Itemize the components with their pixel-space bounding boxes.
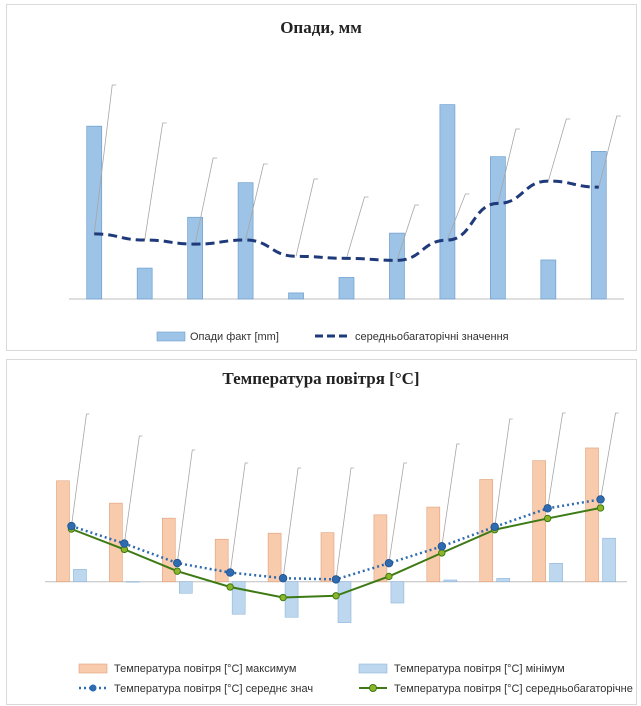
mean-temp-marker [120,539,129,548]
callout-leader [194,157,218,245]
climate-normal-marker [173,567,181,575]
callout-leader [346,196,369,259]
temperature-chart: Температура повітря [°С] Температура пов… [6,359,637,705]
legend-marker-climate [369,684,377,692]
mean-temp-marker [490,522,499,532]
climate-normal-marker [332,592,340,600]
mean-temp-marker [596,495,605,504]
legend-label-min: Температура повітря [°С] мінімум [394,663,565,675]
climate-normal-marker [385,572,393,581]
min-temp-bar [549,563,563,583]
legend-swatch-min [358,663,388,674]
callout-leader [176,449,196,564]
legend-label-mean: Температура повітря [°С] середнє знач [114,683,313,695]
precipitation-bar [439,104,456,300]
max-temp-bar [373,514,388,583]
climate-normal-marker [279,593,287,602]
mean-temp-marker [278,573,288,583]
legend-label-climate: Температура повітря [°С] середньобагатор… [394,683,633,695]
mean-temp-marker [543,504,552,513]
max-temp-bar [161,517,176,583]
max-temp-bar [56,480,70,583]
min-temp-bar [337,581,352,623]
legend-label-max: Температура повітря [°С] максимум [114,663,296,675]
climate-normal-marker [226,583,234,591]
max-temp-bar [320,532,335,583]
legend-label-bars: Опади факт [mm] [190,331,279,343]
callout-leader [93,84,117,234]
callout-leader [123,435,143,544]
precipitation-bar [288,292,304,300]
callout-leader [494,418,513,527]
callout-leader [497,128,520,204]
callout-leader [547,118,571,182]
callout-leader [388,462,407,564]
mean-temp-marker [173,558,182,568]
callout-leader [547,412,566,509]
legend-swatch-bars [156,331,186,342]
average-line [94,179,599,262]
chart-title: Опади, мм [280,18,362,37]
callout-leader [229,462,249,573]
temperature-chart-svg: Температура повітря [°С] Температура пов… [45,369,633,695]
mean-temp-marker [331,575,341,584]
min-temp-bar [284,581,299,618]
chart-title: Температура повітря [°С] [222,369,419,388]
climate-normal-marker [543,514,552,523]
precipitation-bar [490,156,506,300]
callout-leader [447,193,470,241]
climate-normal-line [71,506,601,599]
callout-leader [71,413,90,527]
mean-temp-marker [67,521,76,531]
mean-temp-marker [384,558,394,568]
precipitation-chart-svg: Опади, мм Опади факт [mm] середньобагато… [69,18,624,343]
min-temp-bar [73,569,87,583]
mean-temp-line [71,498,601,581]
precipitation-bar [86,125,103,300]
max-temp-bar [214,538,229,583]
callout-leader [441,443,460,547]
callout-leader [295,178,319,257]
callout-leader [600,412,619,500]
callout-leader [245,163,268,241]
legend-label-line: середньобагаторічні значення [355,331,509,343]
max-temp-bar [585,447,599,583]
precipitation-bar [187,216,203,300]
legend-marker-mean [89,684,97,692]
mean-temp-marker [225,568,235,577]
mean-temp-marker [437,542,447,551]
precipitation-chart: Опади, мм Опади факт [mm] середньобагато… [6,4,637,351]
max-temp-bar [267,532,282,583]
precipitation-bar [136,267,153,300]
min-temp-bar [496,578,511,583]
precipitation-bar [540,259,557,300]
min-temp-bar [602,537,616,583]
callout-leader [396,204,419,261]
precipitation-bar [338,277,355,300]
callout-leader [335,467,354,580]
climate-normal-marker [596,504,605,512]
max-temp-bar [426,506,441,583]
min-temp-bar [178,581,193,594]
callout-leader [598,115,621,188]
min-temp-bar [390,581,405,604]
callout-leader [282,467,302,579]
min-temp-bar [443,579,458,583]
climate-normal-marker [438,549,446,557]
precipitation-bar [590,151,607,300]
min-temp-bar [231,581,246,615]
legend-swatch-max [78,663,108,674]
callout-leader [144,122,167,241]
